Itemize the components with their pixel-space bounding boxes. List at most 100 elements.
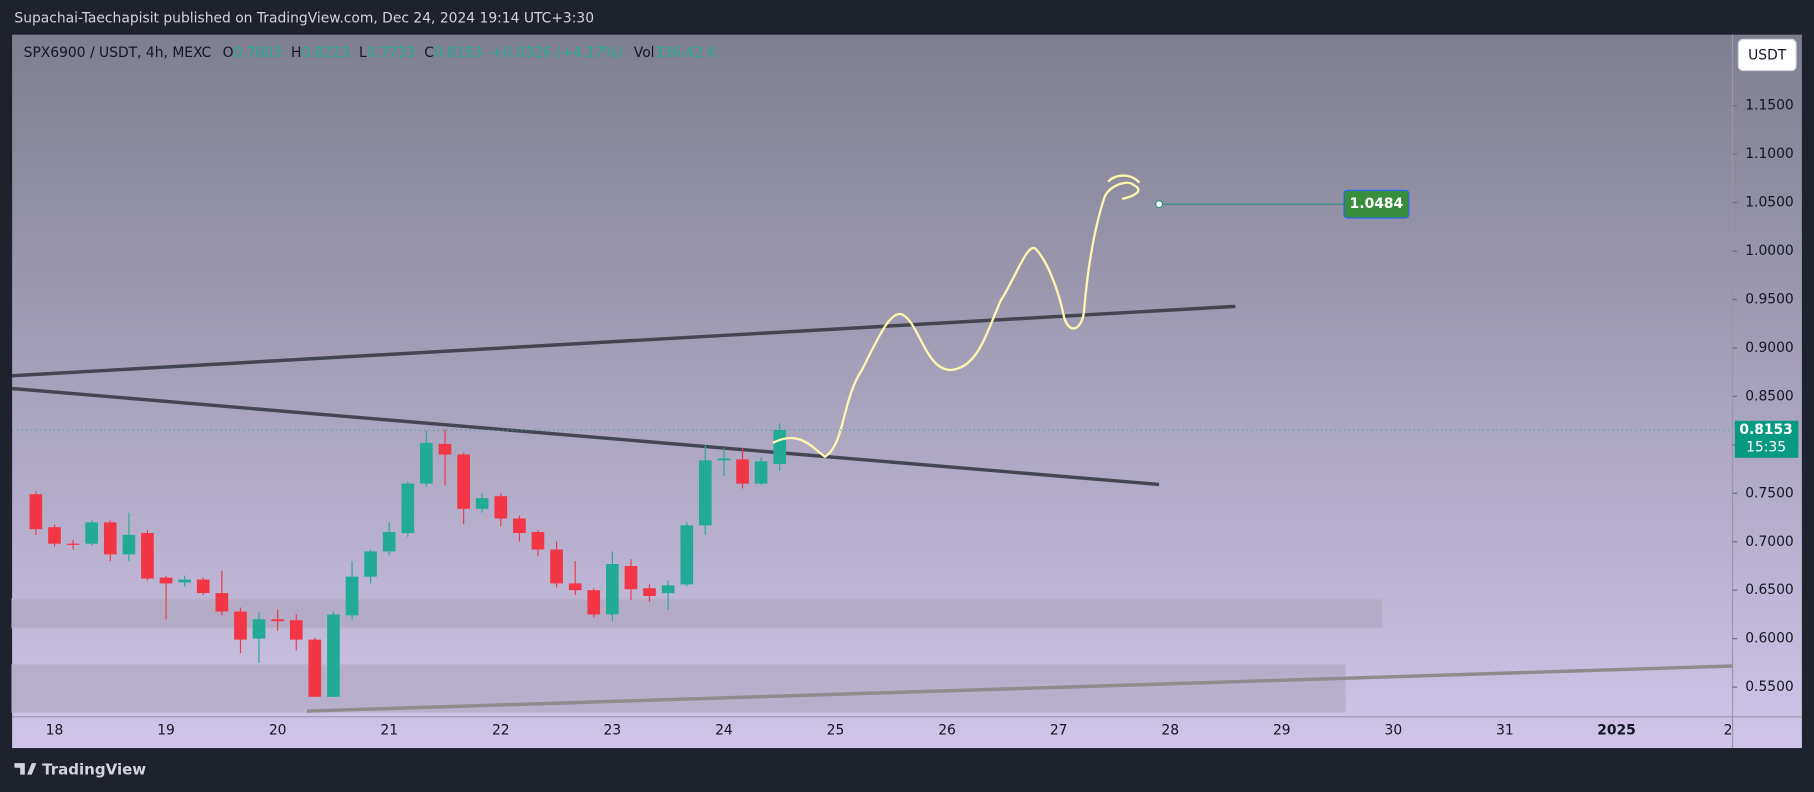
x-tick-label: 28 [1161, 723, 1179, 739]
currency-button[interactable] [1737, 38, 1797, 72]
candle-body [141, 533, 154, 579]
y-tick-label: 0.9000 [1745, 340, 1794, 356]
candle-body [438, 443, 452, 455]
candle-body [587, 590, 601, 615]
candle-body [364, 551, 377, 577]
last-price-box [1734, 420, 1799, 458]
candle-body [550, 549, 563, 584]
l-label: L [359, 45, 367, 61]
x-tick-label: 18 [46, 723, 64, 739]
y-tick-label: 1.0000 [1745, 243, 1794, 259]
target-label: 1.0484 [1350, 196, 1403, 212]
y-tick-label: 1.1500 [1745, 98, 1794, 114]
candle-body [420, 442, 433, 484]
candle-body [773, 430, 787, 464]
candle-body [252, 619, 266, 639]
h-label: H [291, 45, 301, 61]
candle-body [698, 460, 712, 526]
support-zone [11, 664, 1346, 713]
candle-body [178, 579, 192, 583]
x-tick-label: 26 [938, 723, 956, 739]
target-anchor [1155, 200, 1164, 209]
candle-body [494, 496, 508, 519]
candle-body [401, 483, 415, 534]
candle-body [289, 620, 303, 640]
o-label: O [223, 45, 234, 61]
candle-body [234, 611, 247, 640]
candle-body [327, 614, 340, 697]
candle-body [271, 619, 284, 622]
h-value: 0.8223 [301, 45, 350, 61]
candle-body [215, 593, 229, 612]
target-box [1343, 189, 1410, 219]
c-label: C [424, 45, 434, 61]
y-tick-label: 0.6500 [1745, 582, 1794, 598]
change: +0.0326 (+4.17%) [491, 45, 622, 61]
y-tick-label: 0.5500 [1745, 679, 1794, 695]
x-tick-label: 2 [1724, 723, 1733, 739]
projection-drawing [772, 174, 1141, 459]
x-tick-label: 31 [1496, 723, 1514, 739]
candle-body [661, 585, 675, 594]
candle-body [122, 534, 136, 555]
candle-body [29, 494, 43, 530]
candle-body [196, 579, 210, 594]
x-tick-label: 21 [380, 723, 398, 739]
y-tick-label: 0.7500 [1745, 485, 1794, 501]
y-tick-label: 0.6000 [1745, 631, 1794, 647]
candle-body [606, 564, 619, 615]
countdown: 15:35 [1746, 439, 1786, 455]
x-tick-label: 2025 [1597, 723, 1636, 739]
x-tick-label: 29 [1273, 723, 1291, 739]
x-tick-label: 23 [604, 723, 622, 739]
o-value: 0.7803 [234, 45, 283, 61]
trend-line [306, 664, 1733, 713]
publish-info: Supachai-Taechapisit published on Tradin… [14, 10, 594, 26]
candle-body [48, 527, 61, 544]
logo-icon [14, 763, 37, 775]
l-value: 0.7733 [367, 45, 416, 61]
candle-body [66, 543, 80, 545]
x-tick-label: 22 [492, 723, 510, 739]
currency-button-label[interactable]: USDT [1748, 47, 1787, 63]
x-tick-label: 27 [1050, 723, 1068, 739]
candle-body [754, 461, 768, 484]
y-tick-label: 1.1000 [1745, 146, 1794, 162]
x-tick-label: 30 [1385, 723, 1403, 739]
last-price-label: 0.8153 [1739, 422, 1792, 438]
candle-body [308, 639, 322, 697]
candle-body [345, 576, 359, 616]
candle-body [85, 522, 98, 544]
candle-body [717, 458, 731, 461]
candle-body [643, 588, 656, 597]
candle-body [103, 522, 117, 555]
y-tick-label: 0.7000 [1745, 534, 1794, 550]
legend: SPX6900 / USDT, 4h, MEXC O0.7803 H0.8223… [24, 45, 718, 61]
candle-body [382, 532, 396, 552]
plot-area [12, 34, 1802, 749]
candle-body [159, 577, 173, 584]
brand: TradingView [42, 761, 146, 779]
c-value: 0.8153 [434, 45, 483, 61]
tradingview-logo: TradingView [14, 761, 146, 779]
trend-line [11, 304, 1236, 378]
vol-label: Vol [634, 45, 655, 61]
y-tick-label: 0.9500 [1745, 292, 1794, 308]
vol-value: 336.42 K [655, 45, 718, 61]
y-tick-label: 1.0500 [1745, 195, 1794, 211]
y-tick-label: 0.8500 [1745, 388, 1794, 404]
candle-body [475, 498, 489, 509]
candle-body [531, 532, 545, 550]
candle-body [568, 583, 582, 591]
symbol: SPX6900 / USDT, 4h, MEXC [24, 45, 212, 61]
candle-body [680, 525, 694, 585]
candle-body [513, 518, 526, 534]
x-tick-label: 24 [715, 723, 733, 739]
candle-body [457, 454, 470, 509]
candle-body [624, 565, 638, 590]
x-tick-label: 25 [827, 723, 845, 739]
candle-body [736, 459, 749, 484]
trend-line [11, 386, 1160, 487]
x-tick-label: 19 [157, 723, 175, 739]
